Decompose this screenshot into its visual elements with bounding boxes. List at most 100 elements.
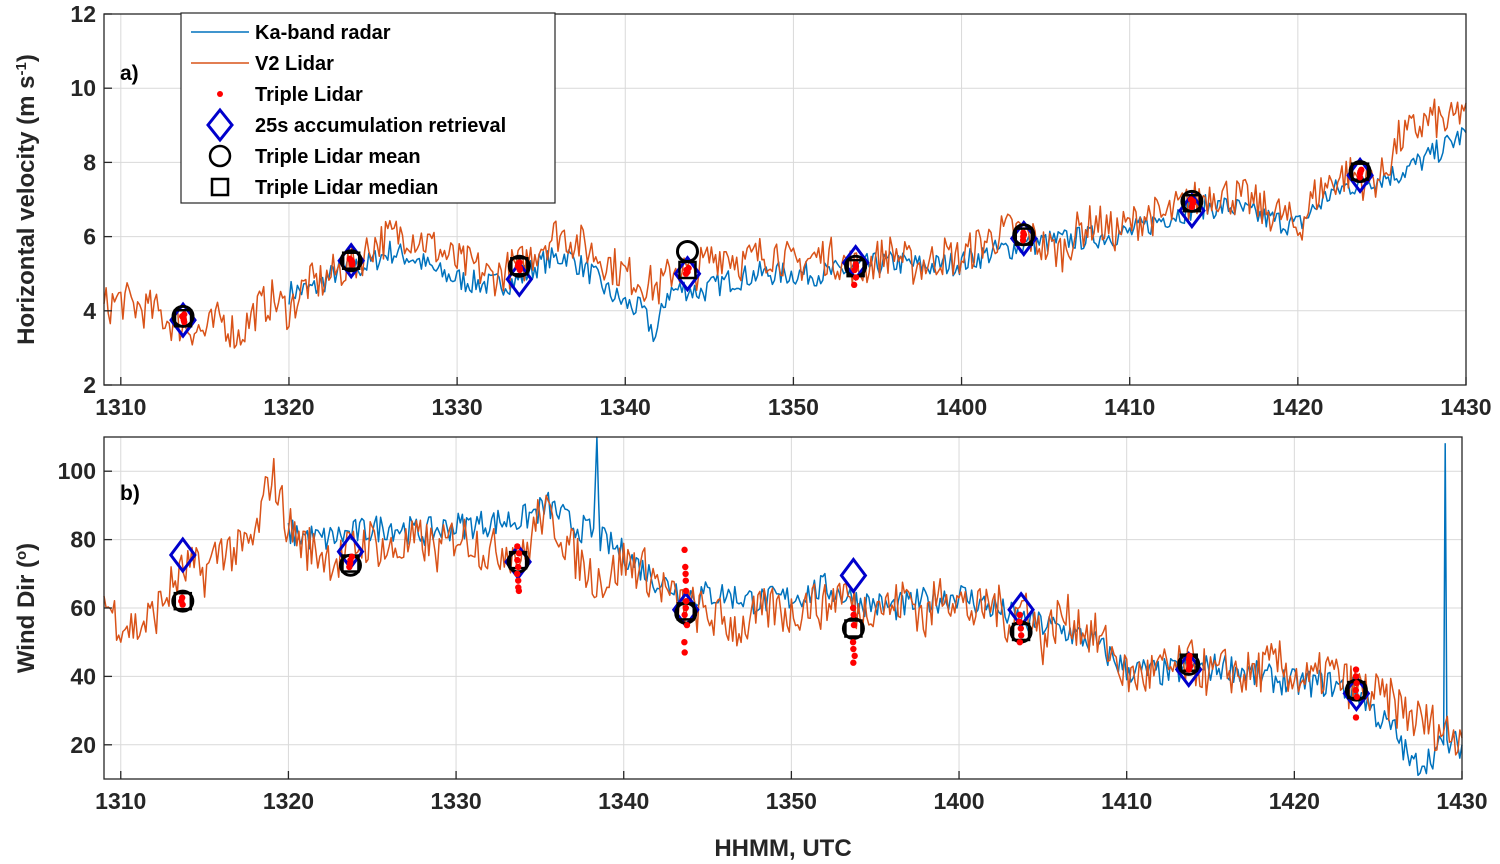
legend-box xyxy=(180,12,556,204)
y-tick-label: 40 xyxy=(70,663,96,689)
x-tick-label: 1410 xyxy=(1104,394,1155,420)
triple-lidar-point xyxy=(682,587,690,595)
triple-lidar-point xyxy=(1018,632,1025,639)
triple-lidar-point xyxy=(178,594,186,601)
y-axis-label-a-text: Horizontal velocity (m s xyxy=(13,75,40,344)
triple-lidar-point xyxy=(1352,666,1360,673)
x-tick-label: 1330 xyxy=(432,394,483,420)
triple-lidar-point xyxy=(515,587,523,595)
y-axis-label-a: Horizontal velocity (m s-1) xyxy=(13,54,41,345)
x-tick-label: 1310 xyxy=(95,394,146,420)
median-marker xyxy=(173,308,193,328)
legend-median: Triple Lidar median xyxy=(210,177,438,199)
triple-lidar-point xyxy=(1352,714,1360,721)
triple-lidar-point xyxy=(850,611,857,619)
grid-b xyxy=(104,437,1463,779)
legend-triple-lidar-label: Triple Lidar xyxy=(255,84,363,106)
x-tick-label: 1410 xyxy=(1101,788,1152,814)
median-marker xyxy=(1014,227,1034,246)
triple-lidar-point xyxy=(346,560,354,567)
triple-lidar-point xyxy=(179,601,186,608)
y-tick-label: 4 xyxy=(83,298,96,324)
triple-lidar-point xyxy=(1352,673,1360,680)
legend-mean-swatch xyxy=(208,144,232,168)
triple-lidar-point xyxy=(682,570,689,577)
triple-lidar-point xyxy=(682,563,689,571)
triple-lidar-point xyxy=(681,546,688,554)
panel-label-a: a) xyxy=(120,62,139,85)
triple-lidar-point xyxy=(516,264,523,272)
triple-lidar-point xyxy=(849,639,857,646)
x-tick-label: 1310 xyxy=(95,788,146,814)
triple-lidar-point xyxy=(1186,652,1193,660)
y-axis-label-b-text: Wind Dir ( xyxy=(13,560,40,673)
median-marker xyxy=(341,251,361,270)
panel-a-velocity: 1310 1320 1330 1340 1350 1400 1410 1420 1430 2 4 6 8… xyxy=(13,1,1492,420)
x-tick-label: 1430 xyxy=(1436,788,1487,814)
legend-v2-lidar-label: V2 Lidar xyxy=(255,53,334,75)
triple-lidar-point xyxy=(850,281,858,289)
y-tick-label: 12 xyxy=(70,1,96,27)
triple-lidar-point xyxy=(681,611,688,619)
x-axis-label: HHMM, UTC xyxy=(714,835,851,862)
series-line-ka-band-radar xyxy=(287,436,1463,777)
triple-lidar-point xyxy=(852,274,860,281)
median-marker xyxy=(173,591,193,611)
legend-median-swatch xyxy=(210,177,230,197)
triple-lidar-point xyxy=(850,645,857,653)
legend-ka-band-radar: Ka-band radar xyxy=(191,22,391,44)
axes-frame-a xyxy=(103,13,1467,386)
x-tick-label: 1320 xyxy=(263,394,314,420)
triple-lidar-point xyxy=(681,639,688,646)
y-axis-label-b: Wind Dir (o) xyxy=(13,543,41,673)
legend-median-label: Triple Lidar median xyxy=(255,177,438,199)
retrieval-marker xyxy=(168,536,197,574)
median-marker xyxy=(844,619,863,638)
x-tick-label: 1320 xyxy=(263,788,314,814)
mean-marker xyxy=(507,254,531,278)
triple-lidar-point xyxy=(348,553,356,560)
panel-label-b: b) xyxy=(120,482,140,505)
x-tick-label: 1340 xyxy=(598,788,649,814)
triple-lidar-point xyxy=(516,259,523,266)
legend-triple-lidar: Triple Lidar xyxy=(217,84,363,106)
legend-v2-lidar: V2 Lidar xyxy=(191,53,334,75)
legend-mean-label: Triple Lidar mean xyxy=(255,146,421,168)
triple-lidar-point xyxy=(515,550,523,557)
series-line-v2-lidar xyxy=(103,457,1463,756)
triple-lidar-point xyxy=(1016,618,1023,625)
triple-lidar-point xyxy=(684,268,691,276)
legend-retrieval-swatch xyxy=(206,107,234,143)
triple-lidar-point xyxy=(1017,625,1025,632)
x-tick-label: 1350 xyxy=(766,788,817,814)
triple-lidar-point xyxy=(681,649,688,656)
y-tick-label: 10 xyxy=(70,75,96,101)
mean-marker xyxy=(339,249,363,273)
triple-lidar-point xyxy=(852,261,859,268)
triple-lidar-point xyxy=(682,577,689,584)
y-axis-label-b-end: ) xyxy=(13,543,40,551)
triple-lidar-point xyxy=(1353,680,1360,687)
legend-triple-lidar-swatch xyxy=(217,91,223,97)
triple-lidar-point xyxy=(851,652,858,660)
markers-b xyxy=(168,533,1371,721)
legend-retrieval-label: 25s accumulation retrieval xyxy=(255,115,506,137)
legend-retrieval: 25s accumulation retrieval xyxy=(206,107,506,143)
series-line-v2-lidar xyxy=(103,98,1467,349)
x-tick-label: 1330 xyxy=(430,788,481,814)
median-marker xyxy=(510,257,529,276)
triple-lidar-point xyxy=(1352,686,1360,694)
retrieval-marker xyxy=(839,557,868,595)
x-tick-label: 1420 xyxy=(1269,788,1320,814)
triple-lidar-point xyxy=(1020,231,1028,238)
median-marker xyxy=(678,260,697,280)
panel-b-direction: 1310 1320 1330 1340 1350 1400 1410 1420 1430 20 40… xyxy=(13,436,1488,862)
triple-lidar-point xyxy=(514,556,521,564)
triple-lidar-point xyxy=(1353,693,1361,701)
legend-mean: Triple Lidar mean xyxy=(208,144,421,168)
legend-ka-band-radar-label: Ka-band radar xyxy=(255,22,391,44)
triple-lidar-point xyxy=(1016,611,1023,619)
series-a xyxy=(103,98,1467,349)
x-tick-label: 1400 xyxy=(936,394,987,420)
y-axis-label-b-sup: o xyxy=(13,551,30,560)
